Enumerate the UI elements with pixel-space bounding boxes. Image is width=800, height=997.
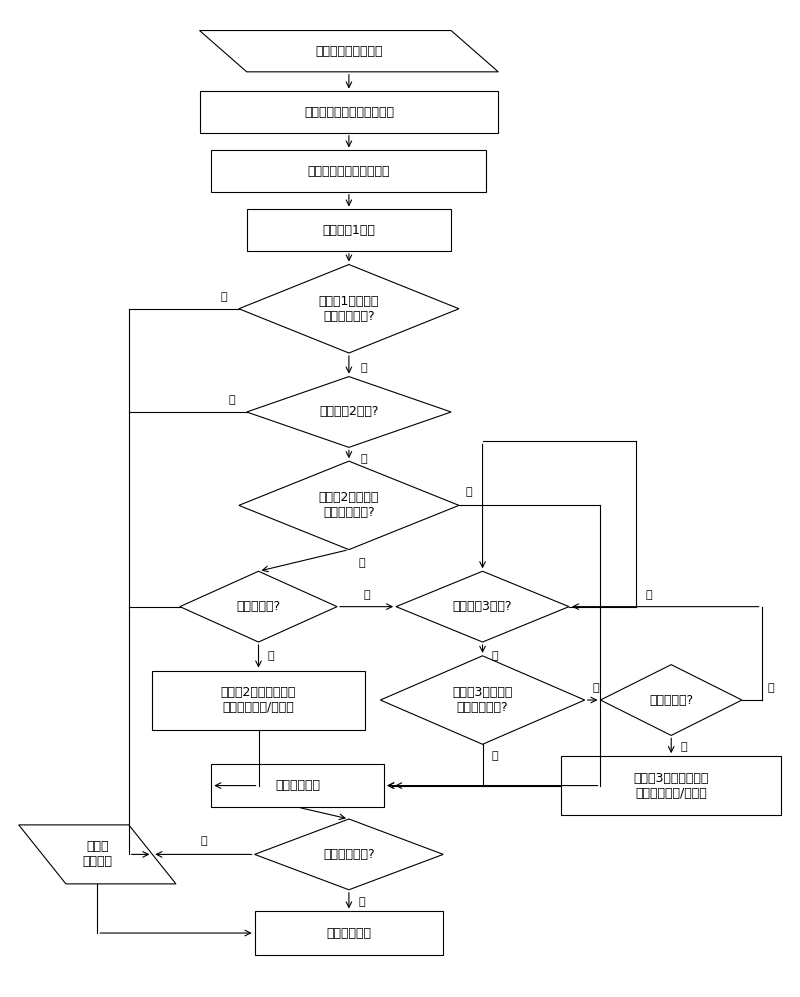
Polygon shape [246, 377, 451, 448]
Text: 是: 是 [268, 651, 274, 661]
Text: 进行水列3评价?: 进行水列3评价? [453, 600, 512, 613]
Polygon shape [199, 31, 498, 72]
Text: 用水列3评价准则
设备可以接受?: 用水列3评价准则 设备可以接受? [452, 686, 513, 714]
Text: 不: 不 [593, 683, 599, 693]
Text: 不: 不 [361, 363, 367, 373]
Text: 将评价设备?: 将评价设备? [237, 600, 281, 613]
Text: 是: 是 [361, 455, 367, 465]
Polygon shape [254, 819, 443, 889]
FancyBboxPatch shape [211, 764, 384, 808]
Polygon shape [380, 656, 585, 745]
Polygon shape [18, 825, 176, 884]
Text: 不: 不 [768, 683, 774, 693]
Text: 进行水列1评价: 进行水列1评价 [322, 223, 375, 236]
Polygon shape [396, 571, 569, 642]
Polygon shape [239, 462, 459, 549]
Text: 用水列2评价准则
设备可以接受?: 用水列2评价准则 设备可以接受? [318, 492, 379, 519]
FancyBboxPatch shape [199, 92, 498, 133]
Polygon shape [239, 264, 459, 353]
FancyBboxPatch shape [211, 151, 486, 191]
Text: 是: 是 [492, 651, 498, 661]
Text: 用水列3准则再次评价
以减少压力和/或温度: 用水列3准则再次评价 以减少压力和/或温度 [634, 772, 709, 800]
Text: 将设备分配到热暴露区域: 将设备分配到热暴露区域 [308, 165, 390, 177]
Text: 是: 是 [358, 896, 365, 906]
Text: 设备继续服役: 设备继续服役 [326, 926, 371, 939]
Text: 用水列1评价准则
设备可以接受?: 用水列1评价准则 设备可以接受? [318, 295, 379, 323]
Polygon shape [601, 665, 742, 736]
Text: 再评价设备?: 再评价设备? [649, 694, 694, 707]
FancyBboxPatch shape [254, 911, 443, 955]
Text: 确定剩余寿命: 确定剩余寿命 [275, 779, 320, 792]
Text: 是: 是 [681, 742, 687, 752]
Text: 不: 不 [363, 590, 370, 600]
Text: 是: 是 [221, 292, 227, 302]
Text: 进行水列2评价?: 进行水列2评价? [319, 406, 378, 419]
Text: 接受剩余寿命?: 接受剩余寿命? [323, 847, 374, 860]
Text: 不: 不 [646, 590, 652, 600]
Polygon shape [180, 571, 337, 642]
Text: 是: 是 [466, 487, 472, 497]
Text: 维修或
替换设备: 维修或 替换设备 [82, 840, 112, 868]
FancyBboxPatch shape [561, 756, 782, 816]
Text: 是: 是 [492, 751, 498, 761]
FancyBboxPatch shape [152, 671, 365, 730]
FancyBboxPatch shape [246, 209, 451, 251]
Text: 火灾现场数据的记录: 火灾现场数据的记录 [315, 45, 382, 58]
Text: 不: 不 [200, 835, 206, 845]
Text: 不: 不 [228, 395, 235, 405]
Text: 用水列2准则再次评价
以减少压力和/或温度: 用水列2准则再次评价 以减少压力和/或温度 [221, 686, 296, 714]
Text: 对受火损伤设备的初步检测: 对受火损伤设备的初步检测 [304, 106, 394, 119]
Text: 不: 不 [358, 558, 365, 568]
